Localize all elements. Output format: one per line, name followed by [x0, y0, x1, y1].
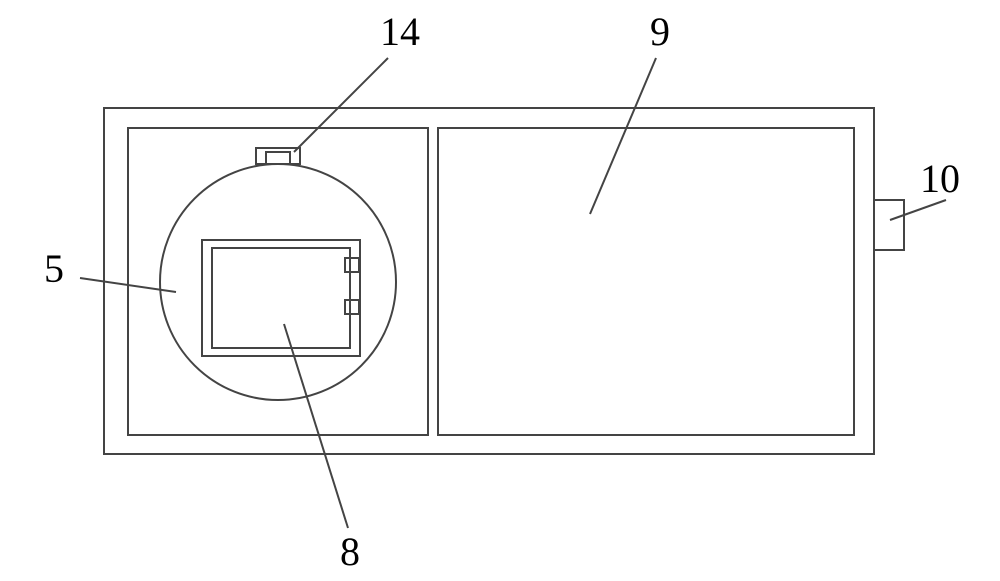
- leader-10: [890, 200, 946, 220]
- right-compartment: [438, 128, 854, 435]
- top-connector-outer: [256, 148, 300, 164]
- left-compartment: [128, 128, 428, 435]
- engineering-diagram: [0, 0, 1000, 581]
- leader-9: [590, 58, 656, 214]
- inner-slot-bottom: [345, 300, 359, 314]
- callout-10: 10: [920, 155, 960, 202]
- callout-8: 8: [340, 528, 360, 575]
- inner-module: [212, 248, 350, 348]
- right-port: [874, 200, 904, 250]
- callout-5: 5: [44, 245, 64, 292]
- top-connector-inner: [266, 152, 290, 164]
- inner-slot-top: [345, 258, 359, 272]
- inner-module-outline: [202, 240, 360, 356]
- outer-enclosure: [104, 108, 874, 454]
- leader-14: [294, 58, 388, 152]
- callout-9: 9: [650, 8, 670, 55]
- leader-8: [284, 324, 348, 528]
- callout-14: 14: [380, 8, 420, 55]
